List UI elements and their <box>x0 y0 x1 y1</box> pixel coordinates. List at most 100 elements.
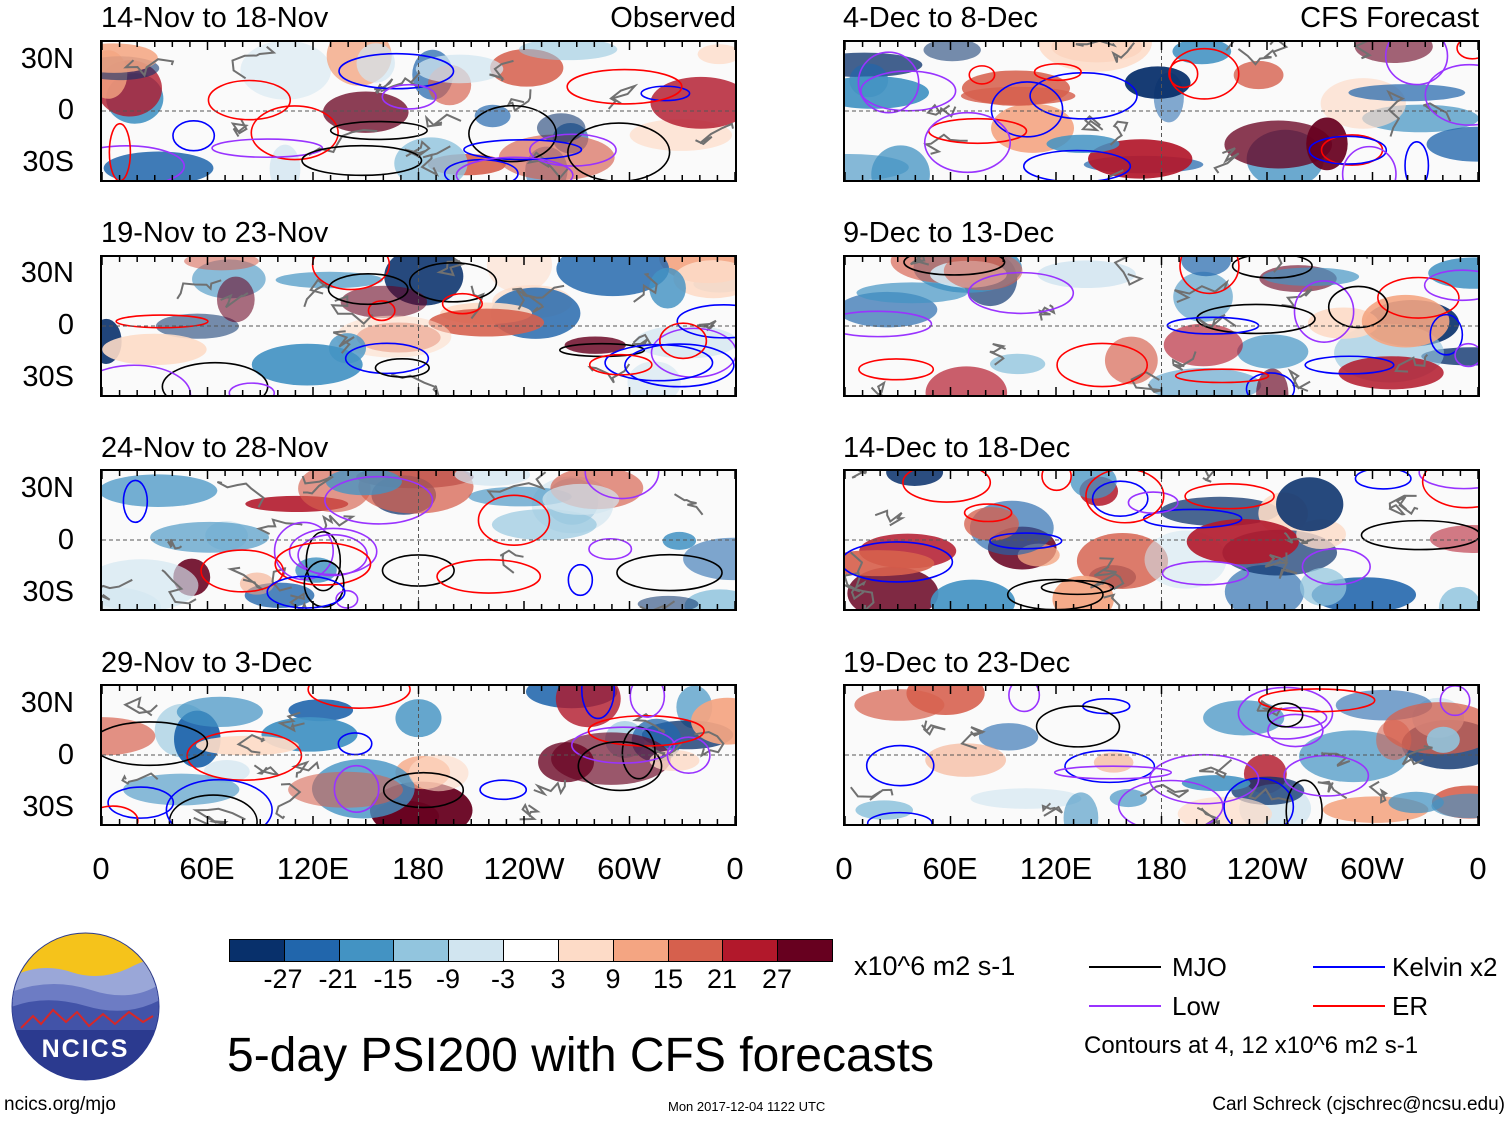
lon-label: 60E <box>179 851 235 886</box>
anomaly-shading <box>1063 792 1099 824</box>
anomaly-shading <box>564 336 626 354</box>
coastline <box>277 711 305 733</box>
coastline <box>1038 304 1056 321</box>
map-graphic <box>102 471 735 609</box>
coastline <box>332 330 355 354</box>
contour-line <box>857 51 920 114</box>
anomaly-shading <box>1438 586 1478 609</box>
lat-label: 30S <box>22 576 74 608</box>
coastline <box>1199 758 1233 779</box>
anomaly-shading <box>930 579 1016 609</box>
anomaly-shading <box>1181 257 1232 277</box>
contour-line <box>1423 269 1478 302</box>
panel-title-obs-2: 19-Nov to 23-Nov <box>101 217 329 249</box>
lat-label: 30N <box>20 257 74 289</box>
map-graphic <box>845 42 1478 180</box>
contour-line <box>108 122 132 180</box>
coastline <box>489 59 514 82</box>
contour-line <box>1384 42 1449 86</box>
coastline <box>420 145 451 177</box>
contour-line <box>1245 372 1296 395</box>
anomaly-shading <box>322 91 409 133</box>
contour-line <box>374 357 430 378</box>
footer-left-link[interactable]: ncics.org/mjo <box>4 1094 116 1115</box>
coastline <box>1093 557 1117 577</box>
coastline <box>1041 802 1063 817</box>
contour-line <box>115 314 209 329</box>
coastline <box>176 279 222 300</box>
contour-line <box>329 120 428 141</box>
lat-label: 0 <box>57 739 74 771</box>
coastline <box>271 567 292 592</box>
contour-line <box>327 272 409 306</box>
anomaly-shading <box>886 471 944 486</box>
contour-line <box>1418 471 1478 490</box>
coastline <box>231 45 277 80</box>
anomaly-shading <box>1354 42 1433 64</box>
coastline <box>193 816 229 824</box>
coastline <box>506 89 532 112</box>
lat-label: 0 <box>57 94 74 126</box>
anomaly-shading <box>1388 791 1444 814</box>
panel-title-obs-3: 24-Nov to 28-Nov <box>101 432 329 464</box>
coastline <box>1080 115 1104 132</box>
anomaly-shading <box>150 521 270 553</box>
anomaly-shading <box>474 104 511 128</box>
contour-line <box>1283 754 1370 797</box>
contour-line <box>845 310 933 338</box>
contour-line <box>1056 342 1149 388</box>
contour-line <box>441 292 483 315</box>
anomaly-shading <box>102 43 158 73</box>
contour-line <box>580 686 615 720</box>
anomaly-shading <box>871 145 930 180</box>
contour-line <box>1029 72 1138 120</box>
colorbar-label: -15 <box>373 964 413 994</box>
anomaly-shading <box>697 44 735 65</box>
coastline <box>1368 780 1389 804</box>
anomaly-shading <box>1038 42 1152 72</box>
anomaly-shading <box>1172 42 1232 65</box>
contour-line <box>570 726 676 764</box>
contour-line <box>866 811 933 824</box>
contour-line <box>1429 313 1464 356</box>
colorbar-label: 27 <box>761 964 793 994</box>
contour-line <box>102 145 185 180</box>
colorbar-swatch <box>612 940 668 961</box>
panel-title-obs-1: 14-Nov to 18-Nov <box>101 2 329 34</box>
legend-line-kelvin <box>1313 966 1385 968</box>
contour-line <box>1439 686 1471 717</box>
contour-line <box>1008 686 1041 713</box>
lon-label: 60W <box>597 851 661 886</box>
map-panel-obs-1 <box>100 40 737 182</box>
contour-line <box>629 686 666 718</box>
page-title: 5-day PSI200 with CFS forecasts <box>227 1029 934 1082</box>
coastline <box>1353 42 1372 60</box>
contour-line <box>1127 491 1179 514</box>
lon-label: 120E <box>276 851 350 886</box>
coastline <box>123 58 175 78</box>
lat-label: 30N <box>20 472 74 504</box>
coastline <box>301 475 334 495</box>
panel-title-fc-1: 4-Dec to 8-Dec <box>843 2 1039 34</box>
legend-label-er: ER <box>1392 991 1429 1021</box>
coastline <box>121 772 159 785</box>
anomaly-shading <box>1224 565 1305 609</box>
colorbar-units: x10^6 m2 s-1 <box>854 951 1016 981</box>
legend-label-low: Low <box>1172 991 1220 1021</box>
coastline <box>921 720 946 736</box>
coastline <box>486 471 547 500</box>
contour-line <box>333 764 380 813</box>
anomaly-shading <box>1046 134 1120 154</box>
anomaly-shading <box>1224 120 1333 169</box>
coastline <box>1196 806 1219 824</box>
coastline <box>1273 257 1283 273</box>
contour-line <box>307 686 411 709</box>
anomaly-shading <box>1361 294 1450 348</box>
lat-label: 30N <box>20 687 74 719</box>
contour-line <box>1285 779 1323 824</box>
contour-line <box>858 358 935 381</box>
contour-line <box>1327 285 1389 329</box>
lon-label: 0 <box>92 851 110 886</box>
coastline <box>1287 368 1311 392</box>
contours-note: Contours at 4, 12 x10^6 m2 s-1 <box>1084 1032 1419 1059</box>
